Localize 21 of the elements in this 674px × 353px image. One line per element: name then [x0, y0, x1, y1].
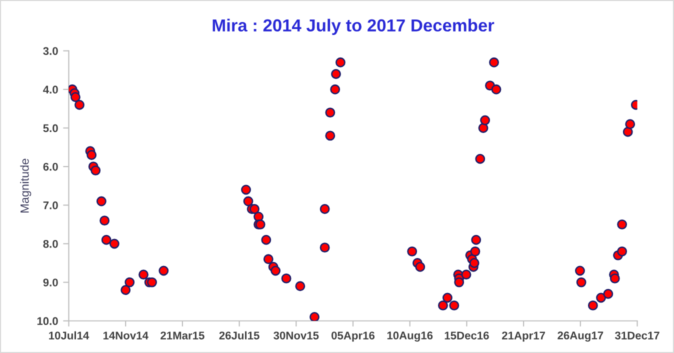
y-tick-label: 9.0	[43, 278, 58, 286]
x-tick-label: 05Apr16	[332, 332, 375, 342]
x-tick-label: 10Jul14	[49, 331, 90, 340]
x-tick-label: 26Jul15	[219, 331, 260, 340]
y-tick-label: 5.0	[43, 124, 58, 132]
x-tick-label: 15Dec16	[444, 332, 489, 340]
x-tick-label: 26Aug17	[558, 332, 604, 342]
y-tick-label: 10.0	[37, 317, 58, 326]
x-tick-label: 10Aug16	[387, 332, 433, 342]
y-tick-label: 3.0	[43, 47, 58, 55]
x-tick-label: 21Apr17	[502, 332, 545, 342]
y-tick-label: 6.0	[43, 162, 58, 171]
y-axis-title: Magnitude	[20, 158, 32, 212]
y-tick-label: 7.0	[43, 201, 58, 210]
y-tick-label: 4.0	[43, 86, 58, 94]
chart-title: Mira : 2014 July to 2017 December	[212, 18, 494, 35]
x-tick-label: 14Nov14	[103, 332, 148, 340]
x-tick-label: 31Dec17	[614, 332, 660, 340]
x-tick-label: 21Mar15	[160, 332, 204, 340]
y-tick-label: 8.0	[43, 240, 58, 248]
x-tick-label: 30Nov15	[274, 332, 319, 340]
